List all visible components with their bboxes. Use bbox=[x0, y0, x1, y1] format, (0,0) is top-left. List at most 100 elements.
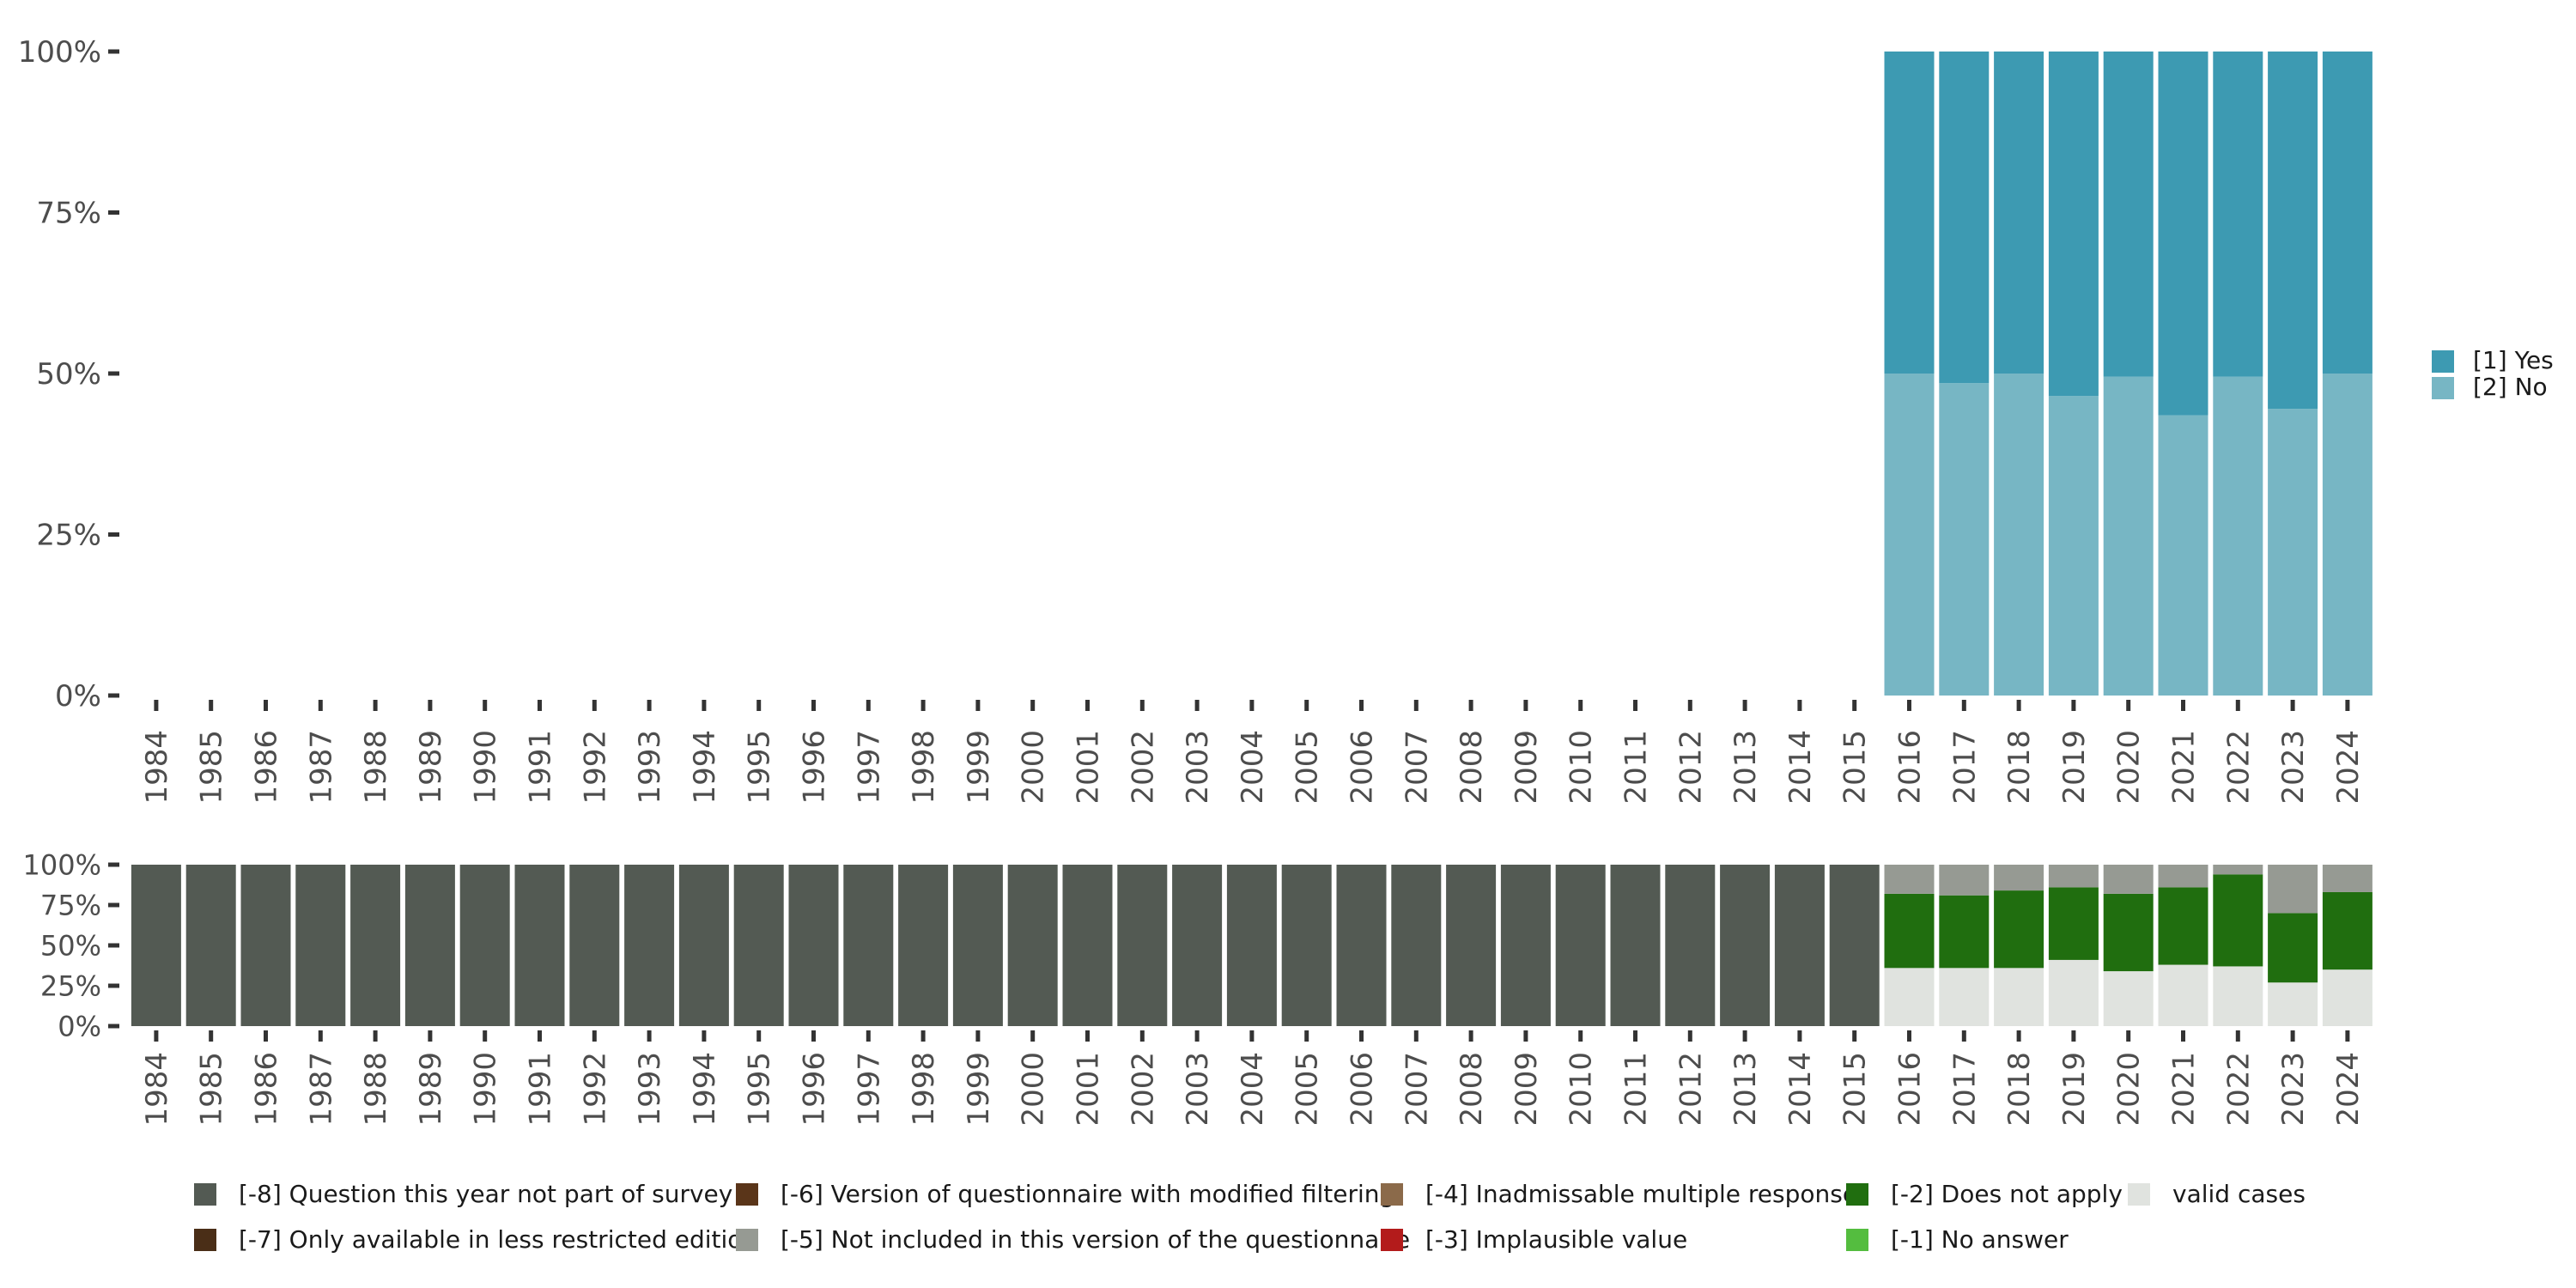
x-tick-label: 2019 bbox=[2057, 730, 2092, 805]
x-tick-label: 1997 bbox=[852, 1052, 886, 1127]
legend-label: [1] Yes bbox=[2473, 346, 2554, 374]
x-tick-label: 2001 bbox=[1072, 1052, 1106, 1127]
bar-segment bbox=[2322, 52, 2372, 374]
x-tick-label: 2020 bbox=[2112, 1052, 2147, 1127]
x-tick-label: 1988 bbox=[359, 1052, 393, 1127]
bar-segment bbox=[898, 865, 949, 1026]
legend-label: [-1] No answer bbox=[1891, 1225, 2069, 1254]
x-tick-label: 2006 bbox=[1346, 1052, 1380, 1127]
bar-segment bbox=[1939, 895, 1990, 969]
x-tick-label: 1989 bbox=[414, 1052, 448, 1127]
bar-segment bbox=[1226, 865, 1277, 1026]
bar-segment bbox=[2048, 52, 2099, 397]
bar-segment bbox=[295, 865, 346, 1026]
legend-label: [-6] Version of questionnaire with modif… bbox=[781, 1180, 1394, 1208]
legend-swatch bbox=[1381, 1229, 1403, 1251]
x-tick-label: 1994 bbox=[688, 730, 722, 805]
bar-segment bbox=[569, 865, 620, 1026]
bar-segment bbox=[1884, 893, 1935, 969]
bar-segment bbox=[2158, 52, 2208, 416]
bar-segment bbox=[1555, 865, 1606, 1026]
x-tick-label: 1992 bbox=[578, 730, 612, 805]
x-tick-label: 2000 bbox=[1017, 1052, 1051, 1127]
legend-swatch bbox=[1846, 1229, 1868, 1251]
bar-segment bbox=[624, 865, 675, 1026]
y-tick-label: 50% bbox=[40, 930, 101, 963]
bar-segment bbox=[459, 865, 510, 1026]
legend-swatch bbox=[194, 1229, 216, 1251]
x-tick-label: 2009 bbox=[1510, 730, 1544, 805]
x-tick-label: 1995 bbox=[743, 730, 777, 805]
bar-segment bbox=[843, 865, 894, 1026]
bar-segment bbox=[131, 865, 181, 1026]
x-tick-label: 2012 bbox=[1674, 1052, 1708, 1127]
y-tick-label: 50% bbox=[36, 357, 101, 392]
x-tick-label: 2023 bbox=[2276, 1052, 2311, 1127]
bottom-panel: 0% 25% 50% 75% 100% 1984 1985 1986 1987 1988 1989 1… bbox=[23, 849, 2372, 1127]
bar-segment bbox=[350, 865, 401, 1026]
x-tick-label: 2018 bbox=[2002, 730, 2037, 805]
bar-segment bbox=[2322, 891, 2372, 970]
x-tick-label: 1998 bbox=[907, 730, 941, 805]
bar-segment bbox=[788, 865, 839, 1026]
x-tick-label: 1995 bbox=[743, 1052, 777, 1127]
x-tick-label: 2019 bbox=[2057, 1052, 2092, 1127]
bar-segment bbox=[1939, 968, 1990, 1026]
bar-segment bbox=[2322, 374, 2372, 696]
y-tick-label: 100% bbox=[23, 849, 101, 882]
bar-segment bbox=[1884, 52, 1935, 374]
x-tick-label: 2017 bbox=[1947, 730, 1982, 805]
x-tick-label: 2012 bbox=[1674, 730, 1708, 805]
legend-label: [-7] Only available in less restricted e… bbox=[239, 1225, 757, 1254]
x-tick-label: 2007 bbox=[1400, 1052, 1434, 1127]
x-tick-label: 2005 bbox=[1291, 730, 1325, 805]
bar-segment bbox=[2322, 865, 2372, 892]
bar-segment bbox=[2048, 396, 2099, 696]
x-tick-label: 2011 bbox=[1619, 1052, 1654, 1127]
x-tick-label: 1985 bbox=[195, 730, 229, 805]
bar-segment bbox=[1884, 968, 1935, 1026]
x-tick-label: 1988 bbox=[359, 730, 393, 805]
x-tick-label: 2009 bbox=[1510, 1052, 1544, 1127]
bar-segment bbox=[2213, 966, 2263, 1026]
bar-segment bbox=[2048, 865, 2099, 888]
bar-segment bbox=[1994, 374, 2044, 696]
x-tick-label: 2022 bbox=[2221, 1052, 2256, 1127]
bar-segment bbox=[2268, 982, 2318, 1026]
x-tick-label: 2021 bbox=[2167, 730, 2202, 805]
bar-segment bbox=[1829, 865, 1880, 1026]
bar-segment bbox=[1994, 890, 2044, 969]
x-tick-label: 2013 bbox=[1728, 1052, 1763, 1127]
bar-segment bbox=[2103, 893, 2154, 972]
x-tick-label: 1993 bbox=[633, 730, 667, 805]
x-tick-label: 1991 bbox=[524, 1052, 558, 1127]
bar-segment bbox=[1994, 968, 2044, 1026]
x-tick-label: 2014 bbox=[1783, 1052, 1818, 1127]
x-tick-label: 1998 bbox=[907, 1052, 941, 1127]
x-tick-label: 2024 bbox=[2331, 1052, 2366, 1127]
bar-segment bbox=[1610, 865, 1661, 1026]
bar-segment bbox=[2213, 865, 2263, 875]
bar-segment bbox=[1117, 865, 1168, 1026]
x-tick-label: 2003 bbox=[1181, 1052, 1215, 1127]
x-tick-label: 2020 bbox=[2112, 730, 2147, 805]
legend-swatch bbox=[2432, 377, 2454, 399]
x-tick-label: 1985 bbox=[195, 1052, 229, 1127]
bar-segment bbox=[2158, 887, 2208, 965]
legend-label: valid cases bbox=[2172, 1180, 2306, 1208]
bar-segment bbox=[1774, 865, 1825, 1026]
x-tick-label: 1994 bbox=[688, 1052, 722, 1127]
bar-segment bbox=[514, 865, 565, 1026]
bar-segment bbox=[2268, 913, 2318, 983]
x-tick-label: 1987 bbox=[304, 1052, 338, 1127]
legend-swatch bbox=[736, 1183, 758, 1206]
top-panel: 0% 25% 50% 75% 100% 1984 1985 1986 1987 1988 1989 1… bbox=[18, 35, 2372, 805]
bar-segment bbox=[1391, 865, 1442, 1026]
x-tick-label: 1986 bbox=[250, 730, 284, 805]
x-tick-label: 2007 bbox=[1400, 730, 1434, 805]
y-tick-label: 0% bbox=[58, 1011, 101, 1043]
x-tick-label: 2015 bbox=[1838, 1052, 1873, 1127]
bar-segment bbox=[1939, 383, 1990, 696]
bar-segment bbox=[2103, 376, 2154, 696]
